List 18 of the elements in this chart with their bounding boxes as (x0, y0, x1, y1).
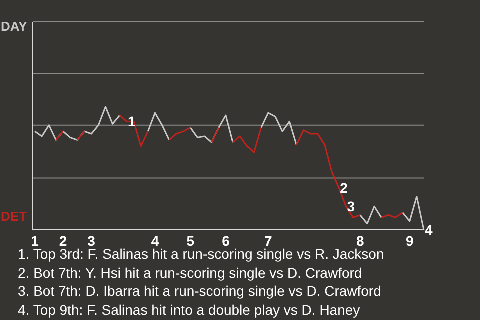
x-tick-label: 3 (88, 232, 96, 249)
text: 3. Bot 7th: D. Ibarra hit a run-scoring single vs D. Crawford (18, 282, 382, 300)
x-tick-label: 8 (356, 232, 364, 249)
annotation: 4 (425, 222, 433, 238)
x-tick-label: 6 (222, 232, 230, 249)
annotation: 2 (340, 180, 348, 196)
x-tick-label: 5 (186, 232, 195, 249)
text: 2. Bot 7th: Y. Hsi hit a run-scoring single vs D. Crawford (18, 264, 364, 282)
annotation: 3 (347, 198, 356, 215)
text: DET (1, 209, 27, 224)
text: 4. Top 9th: F. Salinas hit into a double play vs D. Haney (18, 300, 362, 319)
x-tick-label: 2 (59, 232, 68, 249)
text: DAY (1, 19, 28, 34)
x-tick-label: 4 (151, 232, 160, 249)
text: 1. Top 3rd: F. Salinas hit a run-scoring single vs R. Jackson (18, 246, 384, 264)
x-tick-label: 1 (31, 232, 40, 249)
x-tick-label: 9 (406, 232, 414, 249)
x-tick-label: 7 (264, 232, 272, 249)
